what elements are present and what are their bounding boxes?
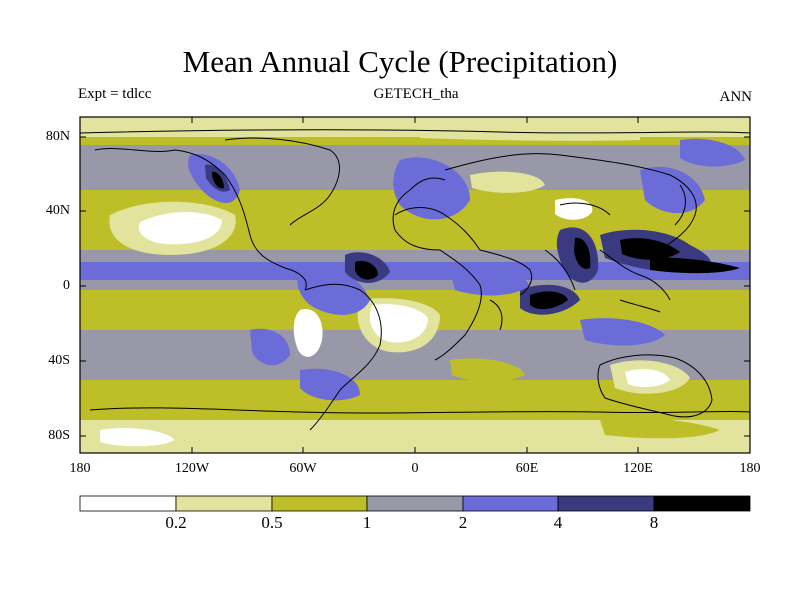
lat-label-80s: 80S	[48, 428, 70, 443]
lon-label-120e: 120E	[623, 461, 653, 476]
lon-label-120w: 120W	[174, 461, 210, 476]
precipitation-field	[80, 117, 750, 453]
lat-label-40s: 40S	[48, 353, 70, 368]
colorbar-label: 2	[458, 513, 468, 532]
period-label: ANN	[719, 89, 753, 105]
lon-label-60e: 60E	[515, 461, 539, 476]
lon-label-60w: 60W	[289, 461, 317, 476]
lon-label-180e: 180	[739, 461, 761, 476]
dataset-label: GETECH_tha	[373, 86, 459, 102]
axis-ticks	[80, 117, 750, 453]
lat-label-0: 0	[63, 278, 70, 293]
lat-label-40n: 40N	[45, 203, 70, 218]
colorbar-label: 8	[649, 513, 659, 532]
lon-label-0: 0	[411, 461, 419, 476]
colorbar-bin	[271, 495, 368, 512]
colorbar	[79, 495, 751, 512]
colorbar-label: 0.2	[165, 513, 187, 532]
lat-label-80n: 80N	[45, 129, 70, 144]
colorbar-bin	[557, 495, 655, 512]
experiment-label: Expt = tdlcc	[78, 86, 152, 102]
colorbar-bin	[462, 495, 559, 512]
colorbar-bin	[366, 495, 464, 512]
colorbar-label: 4	[553, 513, 563, 532]
colorbar-bin	[79, 495, 177, 512]
colorbar-bin	[175, 495, 273, 512]
lon-label-180w: 180	[69, 461, 91, 476]
colorbar-label: 0.5	[261, 513, 283, 532]
coastlines	[80, 129, 750, 431]
colorbar-bin	[653, 495, 751, 512]
colorbar-label: 1	[362, 513, 372, 532]
map-title: Mean Annual Cycle (Precipitation)	[182, 44, 618, 79]
